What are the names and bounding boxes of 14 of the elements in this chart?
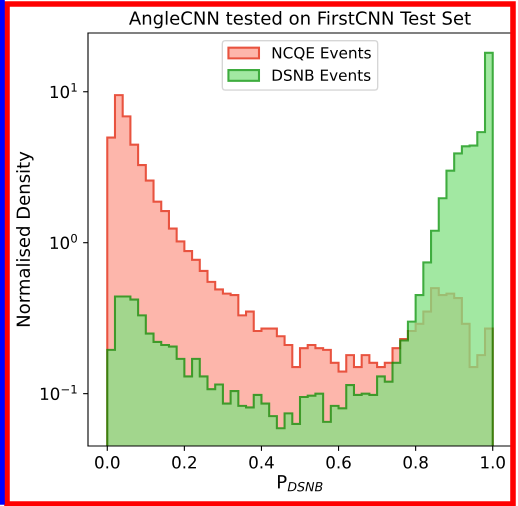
- x-tick-label: 0.2: [172, 456, 196, 469]
- x-tick-label: 0.0: [95, 456, 120, 469]
- legend-label: NCQE Events: [272, 47, 371, 60]
- y-tick-label: 10$^{−1}$: [40, 384, 77, 400]
- x-tick-label: 0.8: [403, 456, 428, 469]
- x-axis-title: P$_{DSNB}$: [278, 475, 322, 492]
- chart-title: AngleCNN tested on FirstCNN Test Set: [129, 10, 471, 28]
- legend-label: DSNB Events: [272, 69, 370, 81]
- y-tick-label: 10$^{0}$: [50, 234, 77, 250]
- x-tick-label: 0.6: [326, 456, 351, 469]
- y-axis-title: Normalised Density: [16, 152, 34, 326]
- x-tick-label: 0.4: [249, 456, 274, 469]
- y-tick-label: 10$^{1}$: [50, 83, 77, 98]
- x-tick-label: 1.0: [481, 456, 505, 469]
